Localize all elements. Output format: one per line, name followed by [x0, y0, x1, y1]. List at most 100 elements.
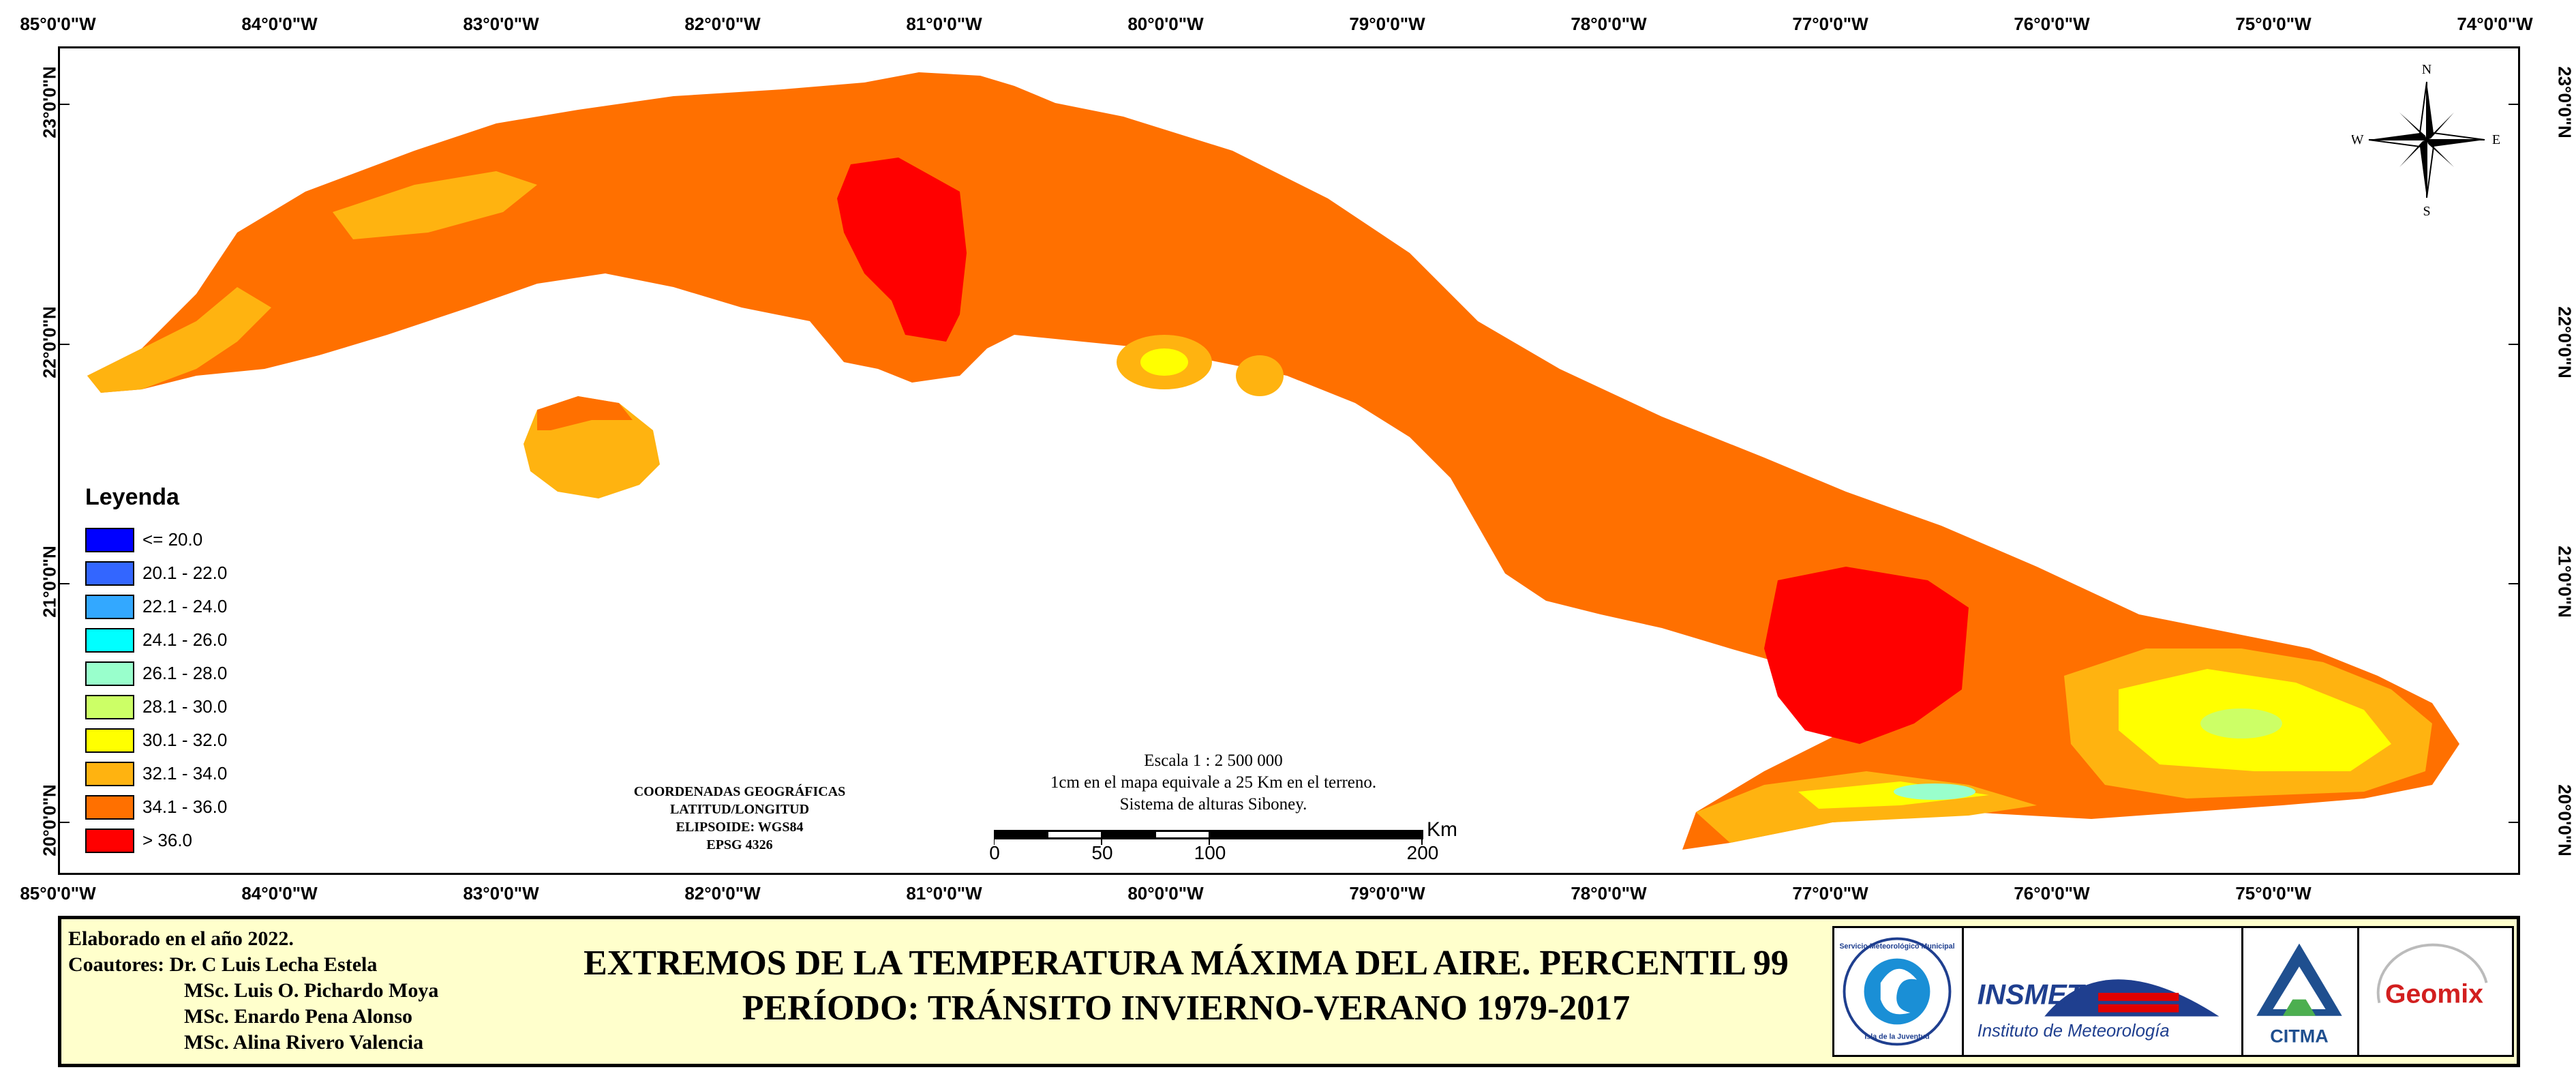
- latitude-label: 23°0'0"N: [2554, 66, 2575, 138]
- longitude-label: 85°0'0"W: [20, 14, 96, 34]
- zone-24-26-east: [1894, 784, 1975, 800]
- credits: Elaborado en el año 2022. Coautores: Dr.…: [68, 926, 438, 1056]
- legend-item: 28.1 - 30.0: [85, 690, 310, 724]
- longitude-label: 75°0'0"W: [2235, 883, 2312, 904]
- legend-label: <= 20.0: [142, 529, 203, 550]
- coord-line: COORDENADAS GEOGRÁFICAS: [633, 784, 846, 799]
- zone-32-34-central-2: [1236, 355, 1284, 396]
- scale-line: Escala 1 : 2 500 000: [1144, 751, 1283, 770]
- longitude-label: 80°0'0"W: [1127, 883, 1204, 904]
- legend-item: 32.1 - 34.0: [85, 757, 310, 790]
- geomix-logo: Geomix: [2359, 928, 2512, 1055]
- legend-title: Leyenda: [85, 484, 179, 510]
- zone-26-28-east: [2200, 708, 2282, 739]
- legend-item: 22.1 - 24.0: [85, 590, 310, 623]
- latitude-label: 21°0'0"N: [39, 546, 60, 618]
- legend-label: 26.1 - 28.0: [142, 663, 228, 683]
- zone-32-34-pinar: [333, 171, 537, 239]
- smp-logo-top: Servicio Meteorológico Municipal: [1839, 942, 1954, 951]
- legend-item: 26.1 - 28.0: [85, 657, 310, 690]
- latitude-label: 22°0'0"N: [2554, 306, 2575, 378]
- geomix-name: Geomix: [2385, 979, 2483, 1009]
- longitude-label: 79°0'0"W: [1349, 14, 1425, 34]
- latitude-label: 20°0'0"N: [2554, 784, 2575, 856]
- legend-swatch: [85, 561, 134, 586]
- scale-tick-label: 50: [1091, 842, 1113, 863]
- longitude-label: 82°0'0"W: [684, 883, 761, 904]
- legend-swatch: [85, 694, 134, 719]
- longitude-label: 83°0'0"W: [463, 14, 539, 34]
- legend-swatch: [85, 794, 134, 820]
- legend-swatch: [85, 527, 134, 552]
- citma-logo: CITMA: [2243, 928, 2359, 1055]
- logos-strip: Servicio Meteorológico Municipal Isla de…: [1832, 926, 2514, 1057]
- longitude-label: 81°0'0"W: [906, 14, 982, 34]
- longitude-label: 79°0'0"W: [1349, 883, 1425, 904]
- smp-logo: Servicio Meteorológico Municipal Isla de…: [1834, 928, 1964, 1055]
- legend-swatch: [85, 728, 134, 753]
- zone-over-36-east: [1764, 567, 1969, 744]
- legend-item: 24.1 - 26.0: [85, 623, 310, 657]
- longitude-label: 81°0'0"W: [906, 883, 982, 904]
- longitude-label: 83°0'0"W: [463, 883, 539, 904]
- legend-label: 30.1 - 32.0: [142, 730, 228, 750]
- zone-32-34-west: [87, 287, 271, 393]
- credit-author: MSc. Enardo Pena Alonso: [184, 1005, 413, 1028]
- legend-item: 30.1 - 32.0: [85, 724, 310, 757]
- longitude-label: 77°0'0"W: [1792, 14, 1868, 34]
- legend-swatch: [85, 627, 134, 653]
- zone-over-36-west: [837, 158, 967, 342]
- scale-tick-label: 100: [1194, 842, 1226, 863]
- citma-name: CITMA: [2270, 1026, 2328, 1046]
- legend-label: 34.1 - 36.0: [142, 796, 228, 817]
- coord-line: EPSG 4326: [706, 837, 773, 852]
- legend-swatch: [85, 828, 134, 853]
- scale-info: Escala 1 : 2 500 000 1cm en el mapa equi…: [1009, 750, 1418, 816]
- compass-rose-icon: N S W E: [2352, 62, 2500, 218]
- longitude-label: 77°0'0"W: [1792, 883, 1868, 904]
- latitude-label: 21°0'0"N: [2554, 546, 2575, 618]
- compass-w: W: [2352, 132, 2364, 147]
- compass-s: S: [2423, 204, 2430, 218]
- temperature-map: [60, 72, 2518, 850]
- map-title: EXTREMOS DE LA TEMPERATURA MÁXIMA DEL AI…: [511, 941, 1861, 1031]
- scale-bar: [994, 830, 1423, 845]
- map-frame: [58, 46, 2520, 875]
- coordinate-system-info: COORDENADAS GEOGRÁFICAS LATITUD/LONGITUD…: [617, 783, 862, 854]
- legend-label: 32.1 - 34.0: [142, 763, 228, 784]
- legend-item: > 36.0: [85, 824, 310, 857]
- island-juventud-north: [537, 396, 633, 430]
- insmet-name: INSMET: [1978, 979, 2087, 1011]
- longitude-label: 78°0'0"W: [1571, 883, 1647, 904]
- coord-line: LATITUD/LONGITUD: [669, 802, 810, 817]
- credit-coauthors: Coautores: Dr. C Luis Lecha Estela: [68, 953, 378, 976]
- legend-item: 34.1 - 36.0: [85, 790, 310, 824]
- insmet-subtitle: Instituto de Meteorología: [1978, 1021, 2170, 1041]
- longitude-label: 84°0'0"W: [241, 883, 318, 904]
- legend-label: 20.1 - 22.0: [142, 563, 228, 583]
- compass-e: E: [2492, 132, 2500, 147]
- longitude-label: 82°0'0"W: [684, 14, 761, 34]
- longitude-label: 76°0'0"W: [2014, 883, 2090, 904]
- legend-label: > 36.0: [142, 830, 193, 850]
- longitude-label: 75°0'0"W: [2235, 14, 2312, 34]
- graticule-ticks: [60, 104, 2518, 823]
- longitude-label: 84°0'0"W: [241, 14, 318, 34]
- scale-tick-label: 0: [989, 842, 1000, 863]
- legend-swatch: [85, 594, 134, 619]
- credit-author: MSc. Alina Rivero Valencia: [184, 1031, 424, 1054]
- longitude-label: 80°0'0"W: [1127, 14, 1204, 34]
- legend-label: 28.1 - 30.0: [142, 696, 228, 717]
- legend-label: 22.1 - 24.0: [142, 596, 228, 616]
- legend: Leyenda <= 20.0 20.1 - 22.0 22.1 - 24.0 24.…: [85, 484, 310, 857]
- scale-line: 1cm en el mapa equivale a 25 Km en el te…: [1050, 773, 1377, 792]
- longitude-label: 85°0'0"W: [20, 883, 96, 904]
- longitude-label: 78°0'0"W: [1571, 14, 1647, 34]
- title-line-2: PERÍODO: TRÁNSITO INVIERNO-VERANO 1979-2…: [742, 989, 1631, 1028]
- zone-28-30-central: [1140, 348, 1188, 376]
- latitude-label: 23°0'0"N: [39, 66, 60, 138]
- credit-author: MSc. Luis O. Pichardo Moya: [184, 979, 439, 1002]
- longitude-label: 74°0'0"W: [2457, 14, 2533, 34]
- legend-item: 20.1 - 22.0: [85, 556, 310, 590]
